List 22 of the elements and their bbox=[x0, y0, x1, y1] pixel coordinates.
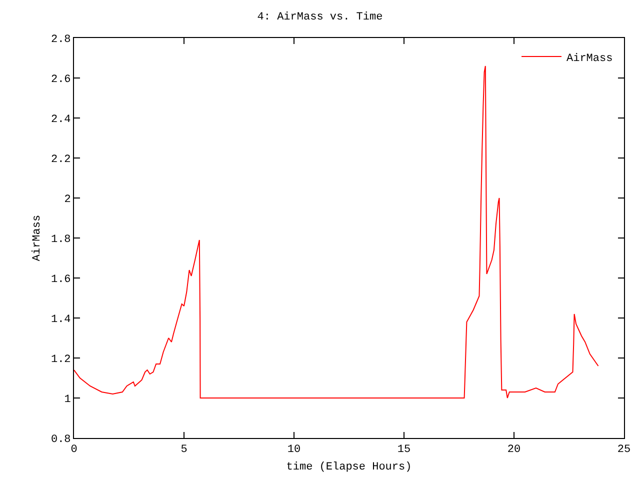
y-tick-label: 0.8 bbox=[50, 434, 71, 446]
line-series bbox=[74, 66, 599, 398]
x-tick-label: 20 bbox=[507, 444, 521, 456]
y-tick-label: 2.4 bbox=[50, 114, 72, 126]
x-tick-label: 10 bbox=[287, 444, 301, 456]
y-tick-label: 2 bbox=[64, 194, 71, 206]
x-tick-label: 15 bbox=[397, 444, 411, 456]
x-tick-label: 5 bbox=[180, 444, 188, 456]
y-tick-label: 1 bbox=[64, 394, 72, 406]
y-tick-label: 2.8 bbox=[50, 34, 71, 46]
y-axis-title: AirMass bbox=[32, 214, 44, 262]
y-tick-label: 1.8 bbox=[50, 234, 71, 246]
y-tick-label: 2.6 bbox=[50, 74, 71, 86]
x-tick-label: 25 bbox=[617, 444, 631, 456]
y-tick-label: 1.4 bbox=[50, 314, 72, 326]
chart-title: 4: AirMass vs. Time bbox=[257, 12, 383, 24]
x-axis-title: time (Elapse Hours) bbox=[286, 461, 412, 474]
y-tick-label: 2.2 bbox=[50, 154, 71, 166]
y-tick-label: 1.6 bbox=[50, 274, 71, 286]
x-tick-label: 0 bbox=[70, 444, 78, 456]
y-tick-label: 1.2 bbox=[50, 354, 71, 366]
legend-label: AirMass bbox=[566, 52, 613, 65]
